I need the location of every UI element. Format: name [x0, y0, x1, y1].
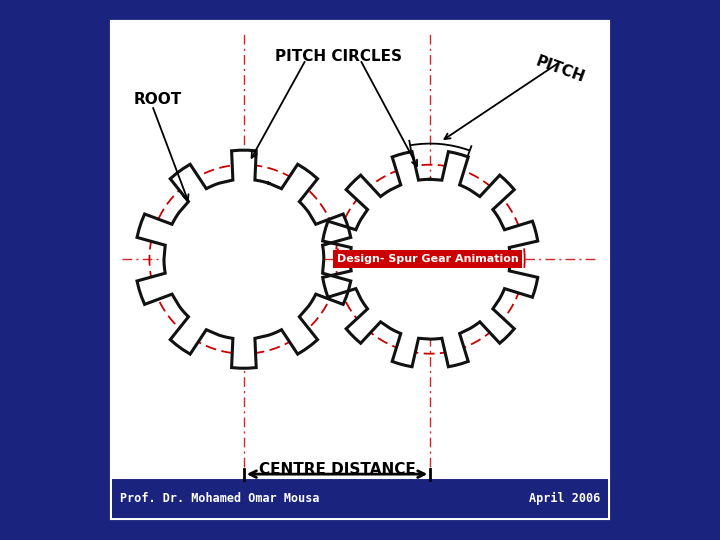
- Text: Design- Spur Gear Animation: Design- Spur Gear Animation: [337, 254, 518, 264]
- Text: Prof. Dr. Mohamed Omar Mousa: Prof. Dr. Mohamed Omar Mousa: [120, 491, 319, 505]
- Polygon shape: [323, 152, 538, 367]
- Text: ROOT: ROOT: [133, 92, 181, 107]
- Text: CENTRE DISTANCE: CENTRE DISTANCE: [258, 462, 415, 477]
- Text: PITCH: PITCH: [534, 54, 586, 85]
- Text: PITCH CIRCLES: PITCH CIRCLES: [275, 49, 402, 64]
- Bar: [112, 478, 608, 518]
- Text: April 2006: April 2006: [529, 491, 600, 505]
- Polygon shape: [137, 150, 351, 368]
